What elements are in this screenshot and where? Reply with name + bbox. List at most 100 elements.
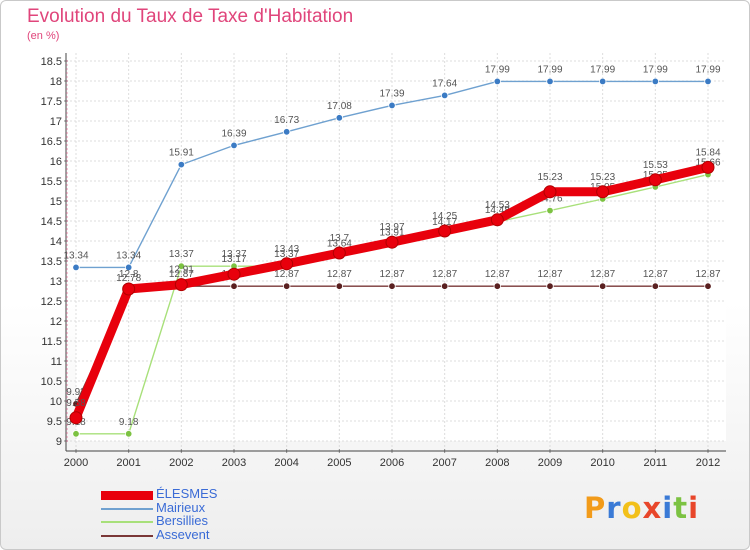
data-point — [438, 224, 452, 238]
y-tick-label: 10 — [50, 396, 62, 408]
data-label: 14.76 — [537, 194, 562, 205]
chart-subtitle: (en %) — [27, 30, 60, 42]
data-label: 12.87 — [590, 269, 615, 280]
y-tick-label: 14 — [50, 236, 62, 248]
logo-letter: i — [688, 491, 700, 525]
data-point — [440, 282, 449, 290]
data-label: 17.39 — [379, 88, 404, 99]
data-label: 12.87 — [695, 269, 720, 280]
data-point — [280, 257, 294, 271]
data-point — [651, 282, 660, 290]
data-point — [282, 282, 291, 290]
data-point — [596, 185, 610, 199]
data-point — [493, 77, 502, 86]
data-label: 17.99 — [537, 64, 562, 75]
data-point — [177, 160, 186, 169]
data-label: 14.48 — [485, 205, 510, 216]
data-point — [122, 282, 136, 296]
y-tick-label: 9.5 — [47, 416, 62, 428]
data-label: 15.23 — [590, 172, 615, 183]
data-point — [651, 77, 660, 86]
data-label: 17.99 — [643, 64, 668, 75]
x-tick-label: 2008 — [485, 457, 509, 469]
x-tick-label: 2000 — [64, 457, 88, 469]
data-point — [227, 267, 241, 281]
y-tick-label: 16.5 — [41, 136, 62, 148]
data-point — [230, 141, 238, 150]
y-tick-label: 13.5 — [41, 256, 62, 268]
data-label: 13.34 — [116, 250, 141, 261]
legend-label: Assevent — [156, 526, 210, 542]
data-label: 15.84 — [695, 147, 720, 158]
legend-item: Assevent — [101, 527, 209, 543]
proxiti-logo: Proxiti — [584, 491, 699, 525]
data-point — [124, 263, 133, 272]
data-label: 13.37 — [274, 249, 299, 260]
data-label: 13.43 — [274, 244, 299, 255]
data-label: 15.23 — [537, 172, 562, 183]
x-tick-label: 2002 — [169, 457, 193, 469]
data-label: 14.53 — [485, 200, 510, 211]
data-label: 14.17 — [432, 217, 457, 228]
data-point — [282, 128, 291, 136]
logo-letter: P — [584, 491, 607, 525]
data-point — [704, 77, 712, 86]
data-label: 17.08 — [327, 101, 352, 112]
y-tick-label: 11 — [51, 356, 62, 368]
data-point — [385, 235, 399, 249]
x-tick-label: 2005 — [327, 457, 351, 469]
y-tick-label: 18 — [50, 76, 62, 88]
legend-label: Bersillies — [156, 513, 209, 528]
x-tick-label: 2012 — [696, 457, 720, 469]
data-point — [388, 282, 396, 290]
x-tick-label: 2010 — [590, 457, 614, 469]
data-point — [598, 282, 607, 290]
data-label: 12.78 — [116, 273, 141, 284]
y-tick-label: 13 — [50, 276, 62, 288]
x-tick-label: 2006 — [380, 457, 404, 469]
data-point — [648, 173, 662, 187]
data-label: 17.64 — [432, 78, 457, 89]
y-tick-label: 9 — [56, 436, 62, 448]
data-label: 13.64 — [327, 238, 352, 249]
legend-label: Mairieux — [156, 499, 206, 515]
data-label: 9.93 — [66, 387, 86, 398]
data-point — [440, 91, 449, 100]
data-point — [388, 101, 396, 110]
data-point — [546, 77, 554, 86]
legend-swatch — [101, 507, 153, 510]
y-tick-label: 11.5 — [41, 336, 62, 348]
data-point — [72, 430, 80, 438]
data-label: 17.99 — [485, 64, 510, 75]
data-label: 12.87 — [432, 269, 457, 280]
data-label: 9.58 — [66, 398, 86, 409]
data-label: 13.7 — [330, 233, 350, 244]
data-label: 16.39 — [221, 128, 246, 139]
logo-letter: o — [621, 491, 643, 525]
data-label: 15.91 — [169, 148, 194, 159]
data-point — [72, 263, 80, 272]
x-tick-label: 2011 — [644, 457, 668, 469]
data-label: 17.99 — [695, 64, 720, 75]
legend-label: ÉLESMES — [156, 486, 218, 501]
data-point — [230, 282, 238, 290]
x-tick-label: 2007 — [432, 457, 456, 469]
data-label: 12.87 — [169, 269, 194, 280]
logo-letter: x — [642, 491, 663, 525]
data-point — [332, 246, 346, 260]
data-label: 12.87 — [379, 269, 404, 280]
data-label: 13.37 — [221, 249, 246, 260]
data-label: 12.87 — [643, 269, 668, 280]
data-label: 12.87 — [274, 269, 299, 280]
y-tick-label: 12.5 — [41, 296, 62, 308]
data-label: 14.25 — [432, 211, 457, 222]
x-tick-label: 2004 — [274, 457, 298, 469]
y-tick-label: 15 — [50, 196, 62, 208]
y-tick-label: 16 — [50, 156, 62, 168]
data-label: 13.91 — [379, 228, 404, 239]
x-tick-label: 2003 — [222, 457, 246, 469]
y-tick-label: 10.5 — [41, 376, 62, 388]
data-label: 13.97 — [379, 222, 404, 233]
data-point — [701, 160, 715, 174]
data-label: 9.18 — [119, 417, 139, 428]
